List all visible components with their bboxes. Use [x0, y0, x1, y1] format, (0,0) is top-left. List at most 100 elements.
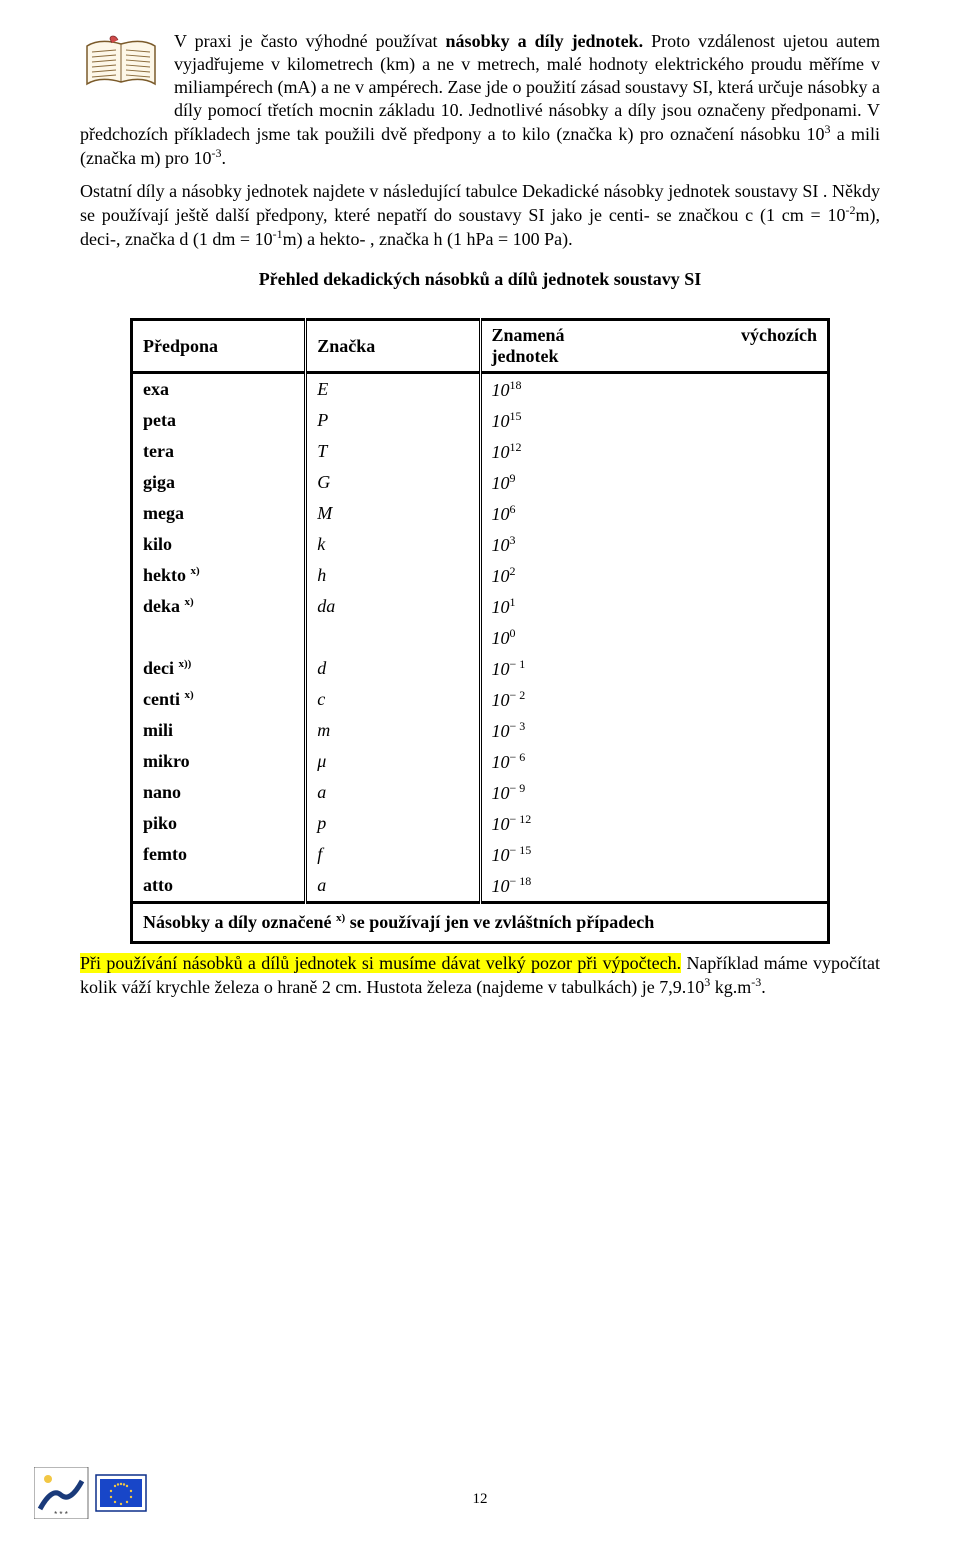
- value-cell: 103: [480, 529, 829, 560]
- value-power: 6: [510, 502, 516, 516]
- symbol-label: m: [317, 720, 330, 740]
- second-paragraph: Ostatní díly a násobky jednotek najdete …: [80, 180, 880, 251]
- value-power: − 12: [510, 812, 532, 826]
- value-power: − 3: [510, 719, 526, 733]
- p2-sup2: -1: [273, 227, 283, 241]
- table-row: kilo k 103: [132, 529, 829, 560]
- prefix-label: peta: [143, 410, 176, 430]
- value-cell: 10− 12: [480, 808, 829, 839]
- prefix-label: mili: [143, 720, 173, 740]
- value-cell: 10− 15: [480, 839, 829, 870]
- table-header-row: Předpona Značka Znamená výchozích jednot…: [132, 320, 829, 373]
- third-paragraph: Při používání násobků a dílů jednotek si…: [80, 952, 880, 999]
- prefix-cell: nano: [132, 777, 306, 808]
- value-power: 2: [510, 564, 516, 578]
- prefix-label: giga: [143, 472, 175, 492]
- p3-sup2: -3: [751, 975, 761, 989]
- p1-end: .: [221, 148, 226, 168]
- table-title: Přehled dekadických násobků a dílů jedno…: [80, 269, 880, 290]
- p3-end2: .: [761, 977, 766, 997]
- value-power: − 6: [510, 750, 526, 764]
- table-row: attoa10− 18: [132, 870, 829, 903]
- prefix-label: nano: [143, 782, 181, 802]
- table-row: megaM106: [132, 498, 829, 529]
- value-power: 1: [510, 595, 516, 609]
- table-footer-row: Násobky a díly označené x) se používají …: [132, 903, 829, 943]
- symbol-label: p: [317, 813, 326, 833]
- value-cell: 10− 6: [480, 746, 829, 777]
- table-row: exa E 1018: [132, 373, 829, 406]
- header-znamena: Znamená výchozích jednotek: [480, 320, 829, 373]
- value-power: 12: [510, 440, 522, 454]
- value-power: 3: [510, 533, 516, 547]
- prefix-label: mikro: [143, 751, 190, 771]
- value-label: 10− 3: [492, 721, 526, 741]
- prefix-cell: giga: [132, 467, 306, 498]
- value-cell: 10− 9: [480, 777, 829, 808]
- intro-paragraph: V praxi je často výhodné používat násobk…: [80, 30, 880, 170]
- prefix-label: exa: [143, 379, 169, 399]
- header-c3c: jednotek: [492, 346, 559, 366]
- table-footer-cell: Násobky a díly označené x) se používají …: [132, 903, 829, 943]
- symbol-cell: μ: [306, 746, 480, 777]
- p3-unit: kg.m: [710, 977, 751, 997]
- value-label: 1018: [492, 380, 522, 400]
- prefix-label: atto: [143, 875, 173, 895]
- prefix-label: deka: [143, 596, 180, 616]
- value-cell: 106: [480, 498, 829, 529]
- value-label: 106: [492, 504, 516, 524]
- table-row: deka x)da101: [132, 591, 829, 622]
- value-label: 10− 1: [492, 659, 526, 679]
- symbol-label: f: [317, 844, 322, 864]
- prefix-label: piko: [143, 813, 177, 833]
- p1-text-pre: V praxi je často výhodné používat: [174, 31, 446, 51]
- value-cell: 10− 2: [480, 684, 829, 715]
- header-znacka: Značka: [306, 320, 480, 373]
- book-icon: [80, 34, 162, 102]
- prefix-note: x): [185, 596, 194, 608]
- symbol-cell: E: [306, 373, 480, 406]
- value-power: − 18: [510, 874, 532, 888]
- p2-text: Ostatní díly a násobky jednotek najdete …: [80, 181, 880, 225]
- symbol-label: μ: [317, 751, 326, 771]
- prefix-label: centi: [143, 689, 180, 709]
- table-row: 100: [132, 622, 829, 653]
- value-label: 100: [492, 628, 516, 648]
- value-cell: 10− 3: [480, 715, 829, 746]
- value-cell: 102: [480, 560, 829, 591]
- value-label: 10− 18: [492, 876, 532, 896]
- p1-bold: násobky a díly jednotek.: [446, 31, 644, 51]
- prefix-note: x): [184, 689, 193, 701]
- prefix-cell: mikro: [132, 746, 306, 777]
- prefix-label: kilo: [143, 534, 172, 554]
- prefix-cell: peta: [132, 405, 306, 436]
- value-cell: 101: [480, 591, 829, 622]
- prefix-table: Předpona Značka Znamená výchozích jednot…: [130, 318, 830, 944]
- prefix-cell: exa: [132, 373, 306, 406]
- p3-highlight: Při používání násobků a dílů jednotek si…: [80, 953, 681, 973]
- table-row: deci x))d10− 1: [132, 653, 829, 684]
- table-row: mili m 10− 3: [132, 715, 829, 746]
- table-row: mikro μ 10− 6: [132, 746, 829, 777]
- symbol-cell: a: [306, 777, 480, 808]
- prefix-cell: tera: [132, 436, 306, 467]
- prefix-cell: deka x): [132, 591, 306, 622]
- value-power: − 9: [510, 781, 526, 795]
- value-label: 10− 6: [492, 752, 526, 772]
- prefix-cell: femto: [132, 839, 306, 870]
- symbol-label: P: [317, 410, 328, 430]
- value-cell: 100: [480, 622, 829, 653]
- table-row: nano a10− 9: [132, 777, 829, 808]
- prefix-cell: atto: [132, 870, 306, 903]
- symbol-label: k: [317, 534, 325, 554]
- value-power: 18: [510, 378, 522, 392]
- value-label: 10− 15: [492, 845, 532, 865]
- header-predpona: Předpona: [132, 320, 306, 373]
- symbol-cell: h: [306, 560, 480, 591]
- symbol-label: c: [317, 689, 325, 709]
- symbol-cell: P: [306, 405, 480, 436]
- p2-end: m) a hekto- , značka h (1 hPa = 100 Pa).: [283, 229, 573, 249]
- value-cell: 10− 18: [480, 870, 829, 903]
- prefix-cell: deci x)): [132, 653, 306, 684]
- value-label: 10− 12: [492, 814, 532, 834]
